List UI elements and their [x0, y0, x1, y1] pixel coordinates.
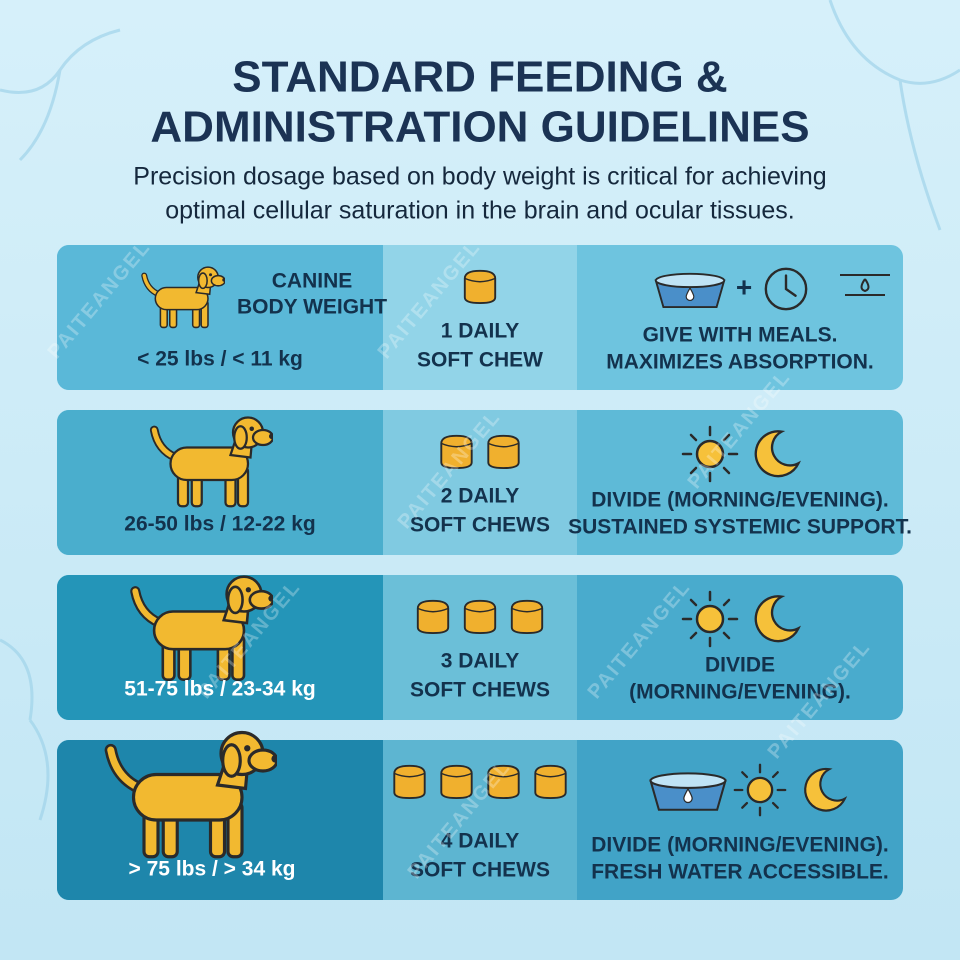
instruction-line: FRESH WATER ACCESSIBLE. — [591, 861, 889, 884]
soft-chew-icon — [487, 434, 520, 470]
subtitle-line: Precision dosage based on body weight is… — [133, 163, 826, 191]
dosage-table: < 25 lbs / < 11 kg 1 DAILY SOFT CHEW GIVE W… — [57, 245, 912, 900]
instruction-line: GIVE WITH MEALS. — [643, 324, 838, 347]
dose-line: 4 DAILY — [441, 830, 520, 853]
dose-line: SOFT CHEWS — [410, 679, 550, 702]
subtitle-line: optimal cellular saturation in the brain… — [165, 197, 795, 225]
water-bowl-icon — [649, 772, 727, 811]
soft-chew-icon — [393, 764, 426, 800]
soft-chew-icon — [510, 599, 544, 635]
dose-cell — [383, 245, 577, 390]
soft-chew-icon — [534, 764, 567, 800]
weight-range: > 75 lbs / > 34 kg — [129, 858, 296, 881]
weight-range: < 25 lbs / < 11 kg — [137, 348, 303, 371]
weight-heading: CANINE — [272, 270, 353, 293]
absorption-icon — [840, 274, 890, 296]
weight-range: 51-75 lbs / 23-34 kg — [124, 678, 315, 701]
sun-icon — [733, 763, 787, 817]
table-row: < 25 lbs / < 11 kg 1 DAILY SOFT CHEW GIVE W… — [57, 245, 903, 390]
dose-line: 3 DAILY — [441, 650, 520, 673]
instruction-line: DIVIDE — [705, 654, 775, 677]
instruction-line: DIVIDE (MORNING/EVENING). — [591, 489, 889, 512]
sun-icon — [681, 590, 739, 648]
dose-line: SOFT CHEWS — [410, 514, 550, 537]
neuron-decoration — [0, 0, 960, 821]
instruction-line: DIVIDE (MORNING/EVENING). — [591, 834, 889, 857]
plus-sign: + — [736, 271, 752, 302]
soft-chew-icon — [463, 599, 497, 635]
dose-line: 1 DAILY — [441, 320, 520, 343]
dose-cell — [383, 410, 577, 555]
table-row: 51-75 lbs / 23-34 kg 3 DAILY SOFT CHEWS DIV… — [57, 575, 903, 720]
instruction-line: (MORNING/EVENING). — [629, 681, 851, 704]
table-row: > 75 lbs / > 34 kg 4 DAILY SOFT CHEWS DIVID… — [57, 733, 903, 900]
weight-heading: BODY WEIGHT — [237, 296, 387, 319]
dose-line: 2 DAILY — [441, 485, 520, 508]
soft-chew-icon — [416, 599, 450, 635]
soft-chew-icon — [463, 269, 497, 305]
dose-cell — [383, 575, 577, 720]
dose-line: SOFT CHEW — [417, 349, 543, 372]
title-line: STANDARD FEEDING & — [232, 53, 727, 102]
weight-range: 26-50 lbs / 12-22 kg — [124, 513, 315, 536]
dose-line: SOFT CHEWS — [410, 859, 550, 882]
table-row: 26-50 lbs / 12-22 kg 2 DAILY SOFT CHEWS DIV… — [57, 410, 912, 555]
weight-cell — [57, 245, 397, 390]
instruction-line: SUSTAINED SYSTEMIC SUPPORT. — [568, 516, 912, 539]
food-bowl-icon — [654, 272, 726, 309]
instruction-line: MAXIMIZES ABSORPTION. — [606, 351, 874, 374]
title-line: ADMINISTRATION GUIDELINES — [150, 103, 809, 152]
